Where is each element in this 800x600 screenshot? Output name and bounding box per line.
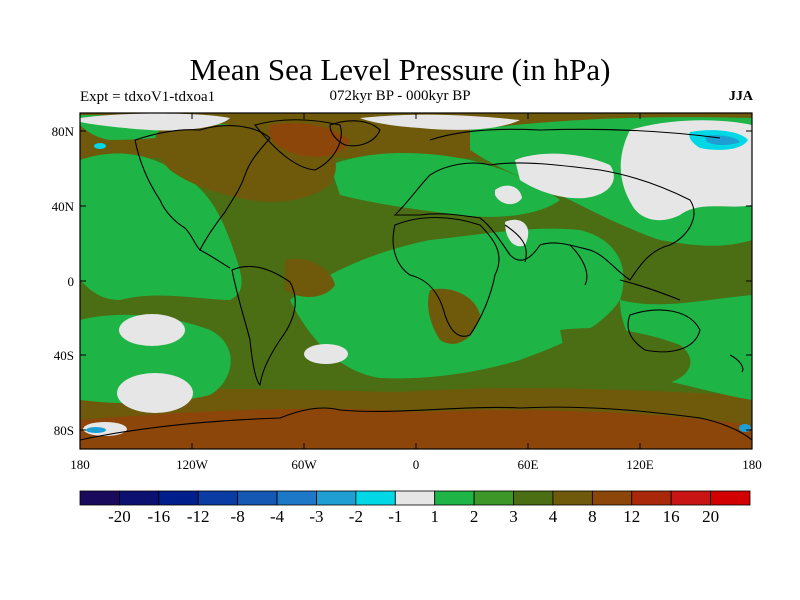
colorbar-swatch	[355, 490, 396, 506]
colorbar-swatch	[119, 490, 160, 506]
lon-label: 60E	[518, 457, 539, 472]
lon-label: 0	[413, 457, 420, 472]
colorbar-swatch	[552, 490, 593, 506]
neutral-region	[360, 114, 520, 130]
experiment-label: Expt = tdxoV1-tdxoa1	[80, 89, 216, 105]
colorbar-swatch	[434, 490, 475, 506]
neutral-region	[117, 373, 193, 413]
lat-label: 80S	[54, 423, 74, 438]
neutral-region	[505, 219, 529, 247]
colorbar-swatch	[79, 490, 120, 506]
colorbar-label: -4	[270, 507, 285, 526]
antarctic-band	[80, 408, 752, 449]
colorbar-swatch	[710, 490, 751, 506]
colorbar-swatch	[591, 490, 633, 506]
season-label: JJA	[728, 89, 753, 104]
colorbar-label: 2	[470, 507, 479, 526]
lon-label: 120W	[176, 457, 209, 472]
pressure-field	[80, 113, 752, 449]
neutral-region	[515, 153, 614, 199]
colorbar-swatch	[276, 490, 317, 506]
colorbar-label: -16	[147, 507, 170, 526]
colorbar-label: -1	[388, 507, 402, 526]
colorbar-label: -3	[309, 507, 323, 526]
neutral-region	[495, 185, 522, 205]
colorbar-label: -20	[108, 507, 131, 526]
latitude-axis: 80N 40N 0 40S 80S	[52, 124, 752, 438]
colorbar: -20 -16 -12 -8 -4 -3 -2 -1 1 2 3 4 8 12 16 20	[79, 490, 751, 526]
colorbar-swatch	[158, 490, 199, 506]
lon-label: 180	[70, 457, 90, 472]
map-title: Mean Sea Level Pressure (in hPa)	[189, 52, 611, 87]
green-region	[80, 153, 242, 300]
high-region	[285, 258, 335, 297]
lat-label: 40S	[54, 348, 74, 363]
high-region	[269, 123, 350, 157]
colorbar-swatch	[513, 490, 554, 506]
lat-label: 0	[68, 274, 75, 289]
olive-region	[560, 328, 691, 385]
low-region	[94, 143, 106, 149]
colorbar-swatch	[473, 490, 514, 506]
period-label: 072kyr BP - 000kyr BP	[329, 88, 471, 104]
colorbar-swatch	[670, 490, 711, 506]
colorbar-label: -8	[231, 507, 245, 526]
lat-label: 80N	[52, 124, 75, 139]
low-region	[739, 424, 751, 432]
colorbar-swatch	[316, 490, 357, 506]
colorbar-swatch	[197, 490, 239, 506]
lat-label: 40N	[52, 199, 75, 214]
longitude-axis: 180 120W 60W 0 60E 120E 180	[70, 113, 762, 472]
colorbar-label: -12	[187, 507, 210, 526]
lon-label: 120E	[626, 457, 654, 472]
low-region	[86, 427, 106, 433]
colorbar-label: 16	[663, 507, 680, 526]
colorbar-swatch	[237, 490, 278, 506]
colorbar-label: -2	[349, 507, 363, 526]
colorbar-label: 4	[549, 507, 558, 526]
colorbar-label: 1	[430, 507, 439, 526]
green-region	[80, 314, 231, 404]
colorbar-swatch	[631, 490, 672, 506]
coastlines	[80, 119, 752, 441]
colorbar-label: 20	[702, 507, 719, 526]
lon-label: 180	[742, 457, 762, 472]
lon-label: 60W	[291, 457, 317, 472]
colorbar-swatch	[394, 490, 436, 506]
colorbar-label: 3	[509, 507, 518, 526]
neutral-region	[304, 344, 348, 364]
neutral-region	[119, 314, 185, 346]
colorbar-label: 12	[623, 507, 640, 526]
colorbar-label: 8	[588, 507, 597, 526]
